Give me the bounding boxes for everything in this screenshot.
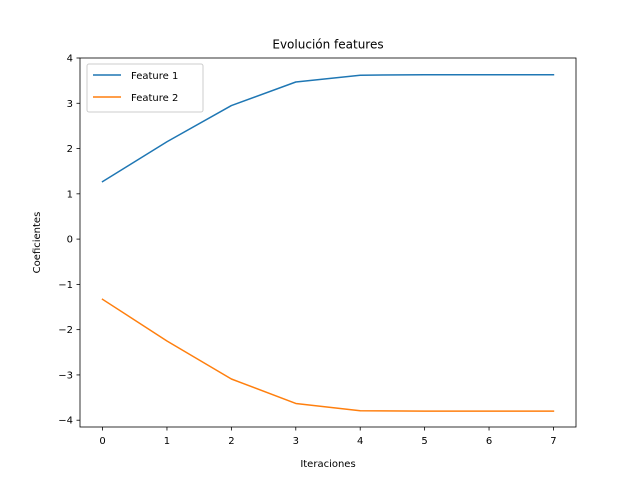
y-tick-label: 4 [67,54,73,65]
series-line-2 [101,298,555,412]
y-tick-label: 2 [67,144,73,155]
y-tick-label: −1 [58,280,73,291]
y-tick-label: −3 [58,370,73,381]
plot-area [80,58,576,427]
y-tick-label: 3 [67,99,73,110]
y-tick-label: −2 [58,325,73,336]
x-tick-label: 6 [486,436,492,447]
series-line-1 [101,74,555,183]
legend-box [86,63,204,113]
y-tick-label: 0 [67,235,73,246]
x-tick-label: 0 [99,436,105,447]
x-tick-label: 7 [550,436,556,447]
x-tick-label: 4 [357,436,363,447]
x-tick-label: 1 [164,436,170,447]
legend-label-2: Feature 2 [131,93,178,104]
legend: Feature 1 Feature 2 [86,63,204,113]
x-axis-ticks: 0 1 2 3 4 5 6 7 [99,427,557,447]
x-tick-label: 2 [228,436,234,447]
x-tick-label: 5 [421,436,427,447]
x-axis-label: Iteraciones [300,459,355,470]
y-tick-label: 1 [67,189,73,200]
y-axis-ticks: −4 −3 −2 −1 0 1 2 3 4 [58,54,80,427]
legend-label-1: Feature 1 [131,71,178,82]
x-tick-label: 3 [293,436,299,447]
series-lines [101,74,555,412]
y-tick-label: −4 [58,416,73,427]
plot-frame [79,57,577,428]
y-axis-label: Coeficientes [32,212,43,274]
chart-title: Evolución features [272,38,383,52]
